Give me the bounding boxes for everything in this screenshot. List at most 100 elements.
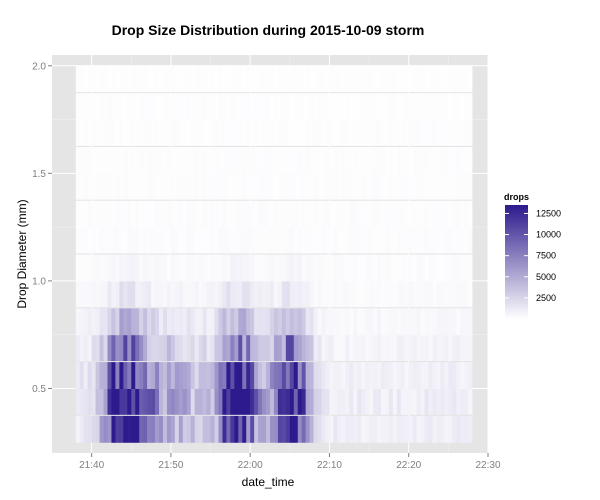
heatmap-tile bbox=[258, 280, 263, 308]
heatmap-tile bbox=[111, 65, 116, 93]
heatmap-tile bbox=[87, 119, 92, 146]
heatmap-tile bbox=[119, 415, 124, 443]
heatmap-tile bbox=[408, 93, 413, 121]
heatmap-tile bbox=[254, 200, 259, 228]
heatmap-tile bbox=[131, 415, 136, 443]
heatmap-tile bbox=[262, 415, 267, 443]
heatmap-tile bbox=[178, 172, 184, 200]
heatmap-tile bbox=[258, 362, 263, 389]
heatmap-tile bbox=[333, 65, 338, 93]
heatmap-tile bbox=[75, 200, 81, 228]
heatmap-tile bbox=[321, 334, 326, 362]
heatmap-tile bbox=[234, 65, 239, 93]
heatmap-tile bbox=[139, 119, 144, 146]
heatmap-tile bbox=[99, 93, 104, 121]
heatmap-tile bbox=[198, 362, 203, 389]
heatmap-tile bbox=[147, 308, 152, 336]
heatmap-tile bbox=[369, 387, 374, 415]
heatmap-tile bbox=[341, 226, 346, 254]
heatmap-tile bbox=[99, 280, 104, 308]
heatmap-tile bbox=[151, 93, 156, 121]
heatmap-tile bbox=[178, 280, 184, 308]
heatmap-tile bbox=[305, 362, 310, 389]
heatmap-tile bbox=[456, 200, 461, 228]
heatmap-tile bbox=[258, 415, 263, 443]
heatmap-tile bbox=[297, 119, 303, 146]
heatmap-tile bbox=[119, 93, 124, 121]
heatmap-tile bbox=[317, 226, 322, 254]
heatmap-tile bbox=[392, 415, 398, 443]
heatmap-tile bbox=[388, 172, 394, 200]
heatmap-tile bbox=[297, 254, 303, 282]
heatmap-tile bbox=[432, 308, 437, 336]
heatmap-tile bbox=[222, 254, 227, 282]
heatmap-tile bbox=[166, 226, 172, 254]
heatmap-tile bbox=[341, 146, 346, 174]
heatmap-tile bbox=[464, 200, 469, 228]
heatmap-tile bbox=[349, 93, 354, 121]
heatmap-tile bbox=[103, 119, 108, 146]
heatmap-tile bbox=[337, 65, 342, 93]
heatmap-tile bbox=[266, 93, 271, 121]
heatmap-tile bbox=[321, 65, 326, 93]
heatmap-tile bbox=[281, 362, 287, 389]
heatmap-tile bbox=[182, 280, 188, 308]
heatmap-tile bbox=[301, 415, 306, 443]
heatmap-tile bbox=[103, 172, 108, 200]
heatmap-tile bbox=[424, 280, 429, 308]
heatmap-tile bbox=[468, 415, 473, 443]
heatmap-tile bbox=[174, 172, 180, 200]
heatmap-tile bbox=[353, 226, 358, 254]
heatmap-tile bbox=[194, 254, 199, 282]
heatmap-tile bbox=[377, 146, 382, 174]
heatmap-tile bbox=[131, 254, 136, 282]
heatmap-tile bbox=[281, 119, 287, 146]
heatmap-tile bbox=[79, 172, 85, 200]
heatmap-tile bbox=[222, 172, 227, 200]
heatmap-tile bbox=[143, 387, 148, 415]
heatmap-tile bbox=[420, 254, 425, 282]
heatmap-tile bbox=[214, 172, 219, 200]
heatmap-tile bbox=[353, 415, 358, 443]
heatmap-tile bbox=[353, 146, 358, 174]
heatmap-tile bbox=[198, 119, 203, 146]
heatmap-tile bbox=[107, 146, 112, 174]
heatmap-tile bbox=[337, 415, 342, 443]
heatmap-tile bbox=[416, 146, 421, 174]
heatmap-tile bbox=[373, 93, 378, 121]
heatmap-tile bbox=[420, 280, 425, 308]
heatmap-tile bbox=[456, 172, 461, 200]
heatmap-tile bbox=[178, 334, 184, 362]
heatmap-tile bbox=[254, 119, 259, 146]
heatmap-tile bbox=[143, 226, 148, 254]
heatmap-tile bbox=[440, 65, 445, 93]
heatmap-tile bbox=[83, 280, 88, 308]
heatmap-tile bbox=[75, 172, 81, 200]
heatmap-tile bbox=[408, 254, 413, 282]
heatmap-tile bbox=[341, 200, 346, 228]
heatmap-tile bbox=[250, 254, 255, 282]
heatmap-tile bbox=[420, 226, 425, 254]
heatmap-tile bbox=[226, 200, 231, 228]
heatmap-tile bbox=[408, 119, 413, 146]
heatmap-tile bbox=[333, 146, 338, 174]
heatmap-tile bbox=[369, 65, 374, 93]
heatmap-tile bbox=[143, 415, 148, 443]
heatmap-tile bbox=[285, 308, 291, 336]
heatmap-tile bbox=[174, 334, 180, 362]
heatmap-tile bbox=[127, 254, 132, 282]
heatmap-tile bbox=[79, 308, 85, 336]
heatmap-tile bbox=[380, 146, 386, 174]
heatmap-tile bbox=[444, 226, 449, 254]
heatmap-tile bbox=[309, 226, 314, 254]
heatmap-tile bbox=[464, 362, 469, 389]
heatmap-tile bbox=[345, 200, 350, 228]
heatmap-tile bbox=[206, 280, 211, 308]
heatmap-tile bbox=[404, 308, 410, 336]
heatmap-tile bbox=[194, 172, 199, 200]
heatmap-tile bbox=[119, 334, 124, 362]
heatmap-tile bbox=[250, 334, 255, 362]
heatmap-tile bbox=[115, 146, 120, 174]
heatmap-tile bbox=[436, 172, 441, 200]
heatmap-tile bbox=[246, 280, 251, 308]
